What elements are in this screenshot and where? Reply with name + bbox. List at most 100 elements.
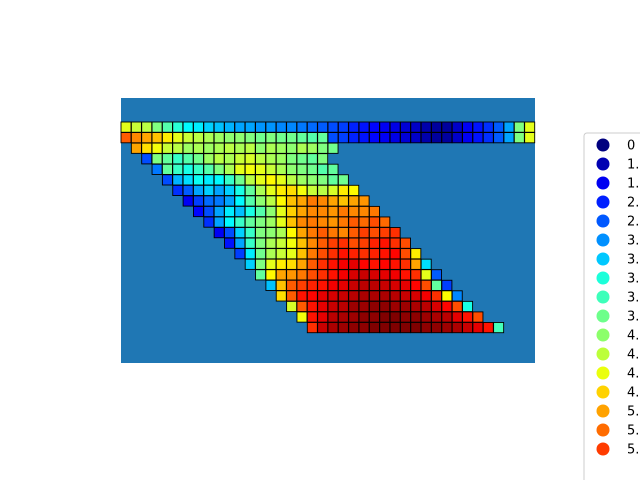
heatmap-cell [141,132,153,144]
legend-marker [596,366,610,380]
heatmap-cell [472,322,484,334]
heatmap-cell [368,248,380,260]
heatmap-cell [379,269,391,281]
heatmap-cell [441,322,453,334]
heatmap-cell [348,216,360,228]
heatmap-cell [348,311,360,323]
heatmap-cell [130,121,142,133]
heatmap-cell [172,174,184,186]
heatmap-cell [493,132,505,144]
heatmap-cell [244,163,256,175]
heatmap-cell [317,311,329,323]
heatmap-cell [286,279,298,291]
heatmap-cell [203,142,215,154]
heatmap-cell [275,269,287,281]
heatmap-cell [244,174,256,186]
heatmap-cell [420,269,432,281]
heatmap-cell [306,279,318,291]
heatmap-cell [213,121,225,133]
heatmap-cell [275,121,287,133]
heatmap-cell [358,258,370,270]
heatmap-cell [265,205,277,218]
heatmap-cell [368,258,380,270]
heatmap-cell [286,290,298,302]
heatmap-cell [255,121,267,133]
heatmap-cell [306,121,318,133]
heatmap-cell [348,322,360,334]
heatmap-cell [317,300,329,313]
heatmap-cell [244,184,256,197]
heatmap-cell [275,248,287,260]
heatmap-cell [410,269,422,281]
heatmap-cell [244,227,256,239]
heatmap-cell [203,216,215,228]
heatmap-cell [224,237,236,249]
heatmap-cell [451,300,463,313]
heatmap-cell [265,248,277,260]
heatmap-cell [296,227,308,239]
legend-marker [596,404,610,418]
heatmap-cell [441,121,453,133]
heatmap-cell [234,132,246,144]
heatmap-cell [286,205,298,218]
heatmap-cell [224,174,236,186]
heatmap-cell [327,311,339,323]
heatmap-cell [337,195,349,207]
heatmap-cell [203,163,215,175]
heatmap-cell [400,248,411,260]
heatmap-cell [213,132,225,144]
heatmap-cell [265,174,277,186]
heatmap-cell [503,121,515,133]
heatmap-cell [348,279,360,291]
heatmap-cell [296,163,308,175]
heatmap-cell [348,132,360,144]
heatmap-cell [265,258,277,270]
heatmap-cells [120,121,536,334]
heatmap-cell [358,237,370,249]
heatmap-cell [306,163,318,175]
heatmap-cell [161,121,173,133]
heatmap-cell [379,311,391,323]
heatmap-cell [431,300,443,313]
heatmap-cell [337,237,349,249]
heatmap-cell [358,216,370,228]
heatmap-cell [358,205,370,218]
heatmap-cell [513,132,525,144]
heatmap-cell [275,153,287,165]
heatmap-cell [296,184,308,197]
heatmap-cell [389,248,401,260]
heatmap-cell [368,311,380,323]
heatmap-cell [234,174,246,186]
heatmap-cell [275,174,287,186]
heatmap-cell [224,184,236,197]
heatmap-cell [296,300,308,313]
heatmap-cell [244,205,256,218]
legend-marker [596,271,610,285]
heatmap-cell [317,322,329,334]
heatmap-cell [379,300,391,313]
heatmap-cell [224,227,236,239]
heatmap-cell [306,216,318,228]
legend-label: 5. [627,424,639,439]
heatmap-cell [234,163,246,175]
heatmap-cell [493,322,505,334]
heatmap-cell [410,258,422,270]
heatmap-cell [265,216,277,228]
heatmap-cell [275,216,287,228]
heatmap-cell [327,227,339,239]
heatmap-cell [389,227,401,239]
heatmap-cell [368,279,380,291]
heatmap-cell [327,237,339,249]
heatmap-cell [255,142,267,154]
heatmap-cell [213,153,225,165]
heatmap-cell [379,248,391,260]
heatmap-cell [420,311,432,323]
heatmap-cell [462,311,474,323]
heatmap-cell [389,300,401,313]
legend-label: 2. [627,215,639,230]
heatmap-cell [286,258,298,270]
heatmap-cell [327,322,339,334]
heatmap-cell [337,311,349,323]
legend-label: 4. [627,386,639,401]
heatmap-cell [410,248,422,260]
